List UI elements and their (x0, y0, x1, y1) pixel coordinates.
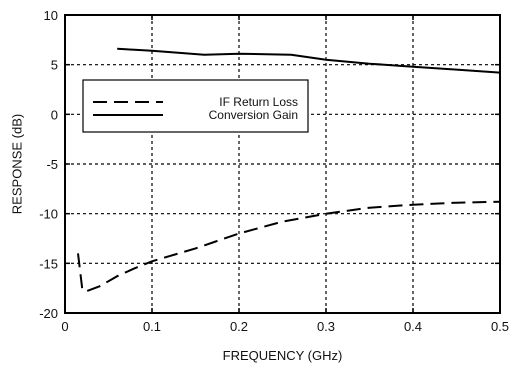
legend-label: Conversion Gain (209, 108, 298, 122)
y-tick-label: -20 (39, 306, 58, 321)
x-tick-label: 0.3 (317, 319, 335, 334)
x-tick-label: 0.5 (491, 319, 509, 334)
x-tick-label: 0.1 (143, 319, 161, 334)
legend-box (82, 79, 309, 133)
y-tick-label: 10 (44, 8, 58, 23)
y-tick-label: -10 (39, 207, 58, 222)
y-tick-label: -15 (39, 256, 58, 271)
y-tick-label: 5 (51, 58, 58, 73)
ticks: 0 0.1 0.2 0.3 0.4 0.5 -20 -15 -10 -5 0 5 10 (39, 8, 509, 334)
x-axis-title: FREQUENCY (GHz) (223, 348, 343, 363)
grid (65, 15, 500, 313)
y-tick-label: 0 (51, 107, 58, 122)
series-line-if-return-loss (77, 200, 501, 293)
legend-label: IF Return Loss (219, 95, 298, 109)
x-tick-label: 0.4 (404, 319, 422, 334)
y-axis-title: RESPONSE (dB) (9, 114, 24, 214)
x-tick-label: 0 (61, 319, 68, 334)
y-tick-label: -5 (46, 157, 58, 172)
series-layer (77, 47, 501, 293)
series-line-conversion-gain (117, 47, 501, 74)
x-tick-label: 0.2 (230, 319, 248, 334)
